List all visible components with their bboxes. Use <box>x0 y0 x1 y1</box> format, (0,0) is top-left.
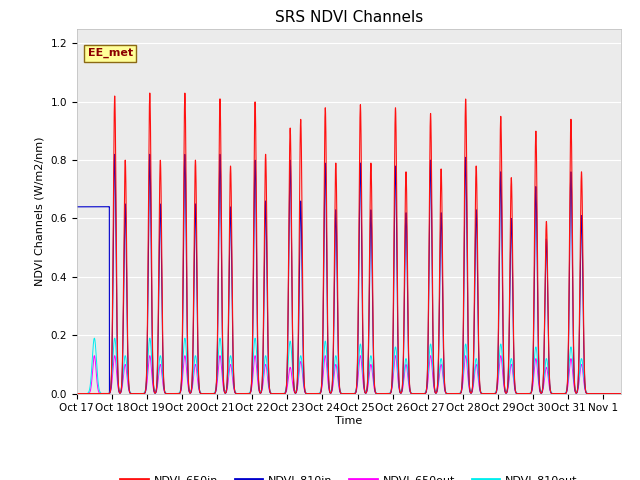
NDVI_650out <box>617 391 625 396</box>
NDVI_810in <box>216 151 224 157</box>
NDVI_650out <box>281 391 289 396</box>
NDVI_810in <box>617 391 625 396</box>
NDVI_810out <box>427 341 435 347</box>
NDVI_650in <box>479 391 486 396</box>
NDVI_650out <box>427 353 435 359</box>
X-axis label: Time: Time <box>335 416 362 426</box>
NDVI_810in <box>73 204 81 210</box>
Line: NDVI_810in: NDVI_810in <box>77 154 621 394</box>
NDVI_810in <box>399 368 407 373</box>
NDVI_810in <box>172 391 179 396</box>
Text: EE_met: EE_met <box>88 48 133 59</box>
NDVI_650in <box>520 391 528 396</box>
NDVI_650in <box>617 391 625 396</box>
NDVI_810in <box>281 391 289 396</box>
NDVI_810out <box>281 390 289 396</box>
NDVI_650in <box>146 90 154 96</box>
NDVI_650in <box>172 391 180 396</box>
Legend: NDVI_650in, NDVI_810in, NDVI_650out, NDVI_810out: NDVI_650in, NDVI_810in, NDVI_650out, NDV… <box>116 470 582 480</box>
Line: NDVI_650out: NDVI_650out <box>77 356 621 394</box>
NDVI_650in <box>399 362 407 368</box>
NDVI_810out <box>73 391 81 396</box>
NDVI_810out <box>172 391 179 396</box>
Y-axis label: NDVI Channels (W/m2/nm): NDVI Channels (W/m2/nm) <box>35 136 45 286</box>
NDVI_650out <box>399 384 407 389</box>
NDVI_650out <box>172 391 179 396</box>
NDVI_650in <box>281 391 289 396</box>
NDVI_650out <box>73 391 81 396</box>
Line: NDVI_650in: NDVI_650in <box>77 93 621 394</box>
NDVI_810out <box>399 379 407 384</box>
NDVI_810out <box>479 391 486 396</box>
NDVI_810in <box>479 391 486 396</box>
Line: NDVI_810out: NDVI_810out <box>77 338 621 394</box>
NDVI_650in <box>427 111 435 117</box>
NDVI_650in <box>73 391 81 396</box>
NDVI_810out <box>520 391 528 396</box>
NDVI_650out <box>497 353 504 359</box>
NDVI_650out <box>520 391 528 396</box>
Title: SRS NDVI Channels: SRS NDVI Channels <box>275 10 423 25</box>
NDVI_650out <box>479 391 486 396</box>
NDVI_810out <box>617 391 625 396</box>
NDVI_810in <box>427 158 435 164</box>
NDVI_810in <box>520 391 528 396</box>
NDVI_810out <box>216 335 224 341</box>
